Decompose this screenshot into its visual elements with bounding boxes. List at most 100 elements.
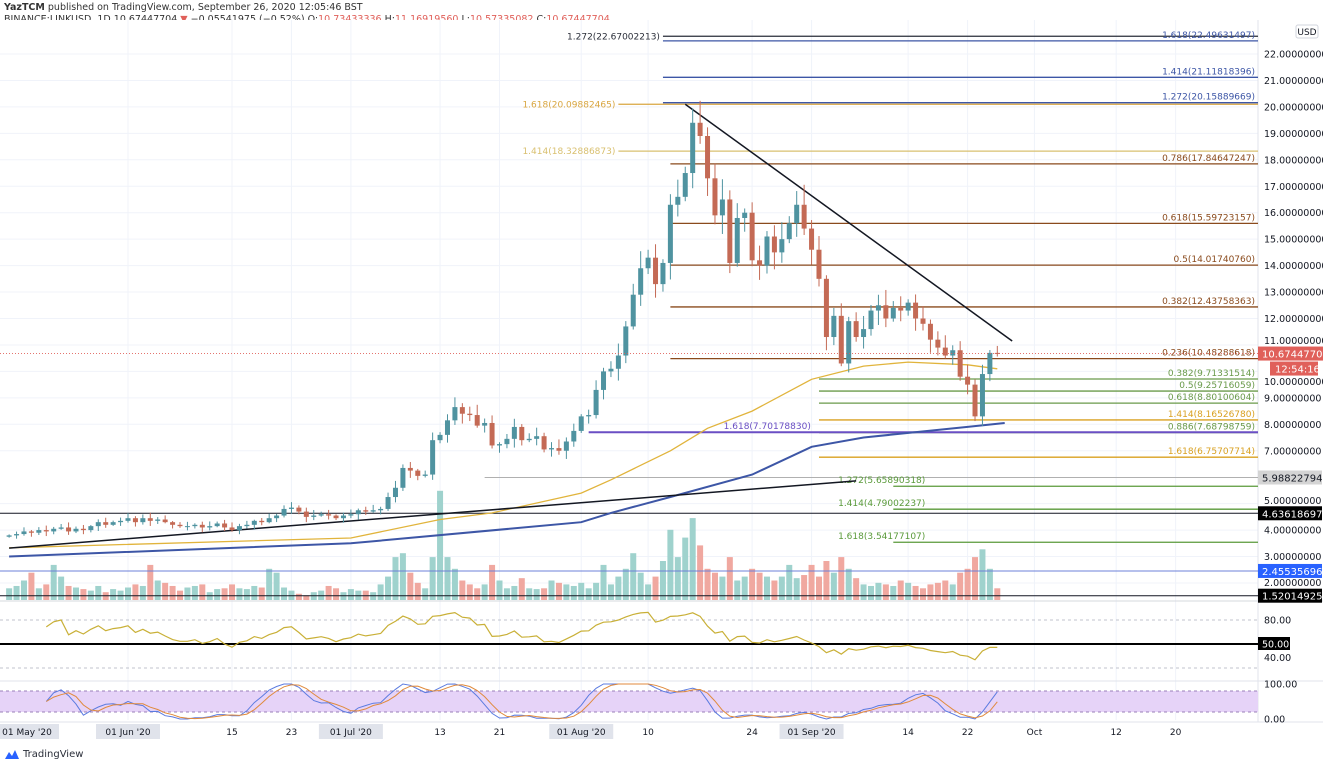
candle-body[interactable]: [809, 228, 815, 250]
candle-body[interactable]: [645, 257, 651, 269]
candle-body[interactable]: [615, 355, 621, 369]
candle-body[interactable]: [437, 434, 443, 441]
candle-body[interactable]: [385, 497, 391, 509]
candle-body[interactable]: [838, 315, 844, 364]
candle-body[interactable]: [549, 448, 555, 450]
candle-body[interactable]: [162, 519, 168, 523]
candle-body[interactable]: [125, 518, 131, 521]
candle-body[interactable]: [972, 384, 978, 417]
candle-body[interactable]: [333, 515, 339, 519]
candle-body[interactable]: [957, 350, 963, 377]
tradingview-logo[interactable]: TradingView: [4, 749, 83, 760]
candle-body[interactable]: [511, 426, 517, 439]
candle-body[interactable]: [861, 329, 867, 338]
candle-body[interactable]: [177, 524, 183, 527]
candle-body[interactable]: [757, 260, 763, 266]
candle-body[interactable]: [43, 530, 49, 532]
candle-body[interactable]: [875, 305, 881, 311]
candle-body[interactable]: [950, 350, 956, 356]
candle-body[interactable]: [303, 511, 309, 517]
candle-body[interactable]: [853, 321, 859, 338]
candle-body[interactable]: [831, 315, 837, 338]
candle-body[interactable]: [132, 518, 138, 523]
candle-body[interactable]: [608, 368, 614, 372]
candle-body[interactable]: [80, 528, 86, 531]
candle-body[interactable]: [251, 520, 257, 525]
candle-body[interactable]: [110, 522, 116, 525]
candle-body[interactable]: [541, 436, 547, 450]
candle-body[interactable]: [222, 523, 228, 528]
candle-body[interactable]: [73, 528, 79, 532]
candle-body[interactable]: [556, 448, 562, 451]
candle-body[interactable]: [868, 310, 874, 330]
candle-body[interactable]: [392, 487, 398, 498]
candle-body[interactable]: [140, 518, 146, 523]
candle-body[interactable]: [482, 422, 488, 426]
candle-body[interactable]: [444, 420, 450, 435]
candle-body[interactable]: [898, 307, 904, 311]
candle-body[interactable]: [630, 294, 636, 327]
candle-body[interactable]: [474, 415, 480, 426]
candle-body[interactable]: [311, 515, 317, 517]
candle-body[interactable]: [66, 527, 72, 532]
candle-body[interactable]: [459, 407, 465, 414]
candle-body[interactable]: [816, 249, 822, 279]
candle-body[interactable]: [348, 514, 354, 516]
candle-body[interactable]: [682, 173, 688, 197]
candle-body[interactable]: [623, 326, 629, 356]
candle-body[interactable]: [794, 204, 800, 224]
candle-body[interactable]: [660, 262, 666, 285]
candle-body[interactable]: [340, 515, 346, 519]
chart-canvas[interactable]: 5.98822794 4.63618697 2.45535696 1.52014925…: [0, 0, 1323, 745]
candle-body[interactable]: [497, 444, 502, 446]
candle-body[interactable]: [927, 323, 933, 340]
candle-body[interactable]: [823, 278, 829, 338]
candle-body[interactable]: [712, 178, 718, 216]
candle-body[interactable]: [667, 204, 673, 263]
candle-body[interactable]: [905, 302, 911, 311]
candle-body[interactable]: [846, 321, 852, 364]
candle-body[interactable]: [979, 374, 985, 417]
candle-body[interactable]: [987, 352, 993, 375]
candle-body[interactable]: [170, 522, 176, 525]
candle-body[interactable]: [920, 318, 926, 324]
candle-body[interactable]: [378, 508, 384, 511]
candle-body[interactable]: [363, 510, 369, 512]
candle-body[interactable]: [259, 520, 265, 523]
candle-body[interactable]: [51, 528, 57, 532]
candle-body[interactable]: [638, 268, 644, 295]
candle-body[interactable]: [88, 526, 94, 531]
candle-body[interactable]: [184, 526, 190, 528]
candle-body[interactable]: [452, 407, 458, 421]
candle-body[interactable]: [994, 352, 1000, 354]
candle-body[interactable]: [593, 389, 599, 416]
candle-body[interactable]: [36, 530, 42, 533]
candle-body[interactable]: [697, 122, 703, 136]
candle-body[interactable]: [236, 526, 242, 531]
candle-body[interactable]: [534, 436, 540, 439]
candle-body[interactable]: [400, 467, 406, 488]
candle-body[interactable]: [935, 339, 941, 348]
candle-body[interactable]: [786, 223, 792, 240]
candle-body[interactable]: [318, 514, 324, 516]
candle-body[interactable]: [288, 507, 294, 509]
candle-body[interactable]: [890, 307, 896, 319]
candle-body[interactable]: [578, 416, 584, 431]
candle-body[interactable]: [690, 122, 696, 174]
candle-body[interactable]: [504, 438, 510, 445]
candle-body[interactable]: [430, 440, 436, 475]
candle-body[interactable]: [296, 507, 302, 512]
candle-body[interactable]: [207, 526, 213, 528]
candle-body[interactable]: [719, 199, 725, 216]
candle-body[interactable]: [103, 522, 109, 525]
candle-body[interactable]: [519, 426, 525, 441]
candle-body[interactable]: [727, 199, 733, 263]
candle-body[interactable]: [281, 508, 287, 516]
candle-body[interactable]: [147, 518, 153, 521]
candle-body[interactable]: [779, 239, 785, 253]
candle-body[interactable]: [653, 257, 659, 285]
candle-body[interactable]: [95, 522, 101, 527]
candle-body[interactable]: [422, 474, 428, 476]
candle-body[interactable]: [14, 534, 20, 536]
candle-body[interactable]: [370, 510, 376, 512]
